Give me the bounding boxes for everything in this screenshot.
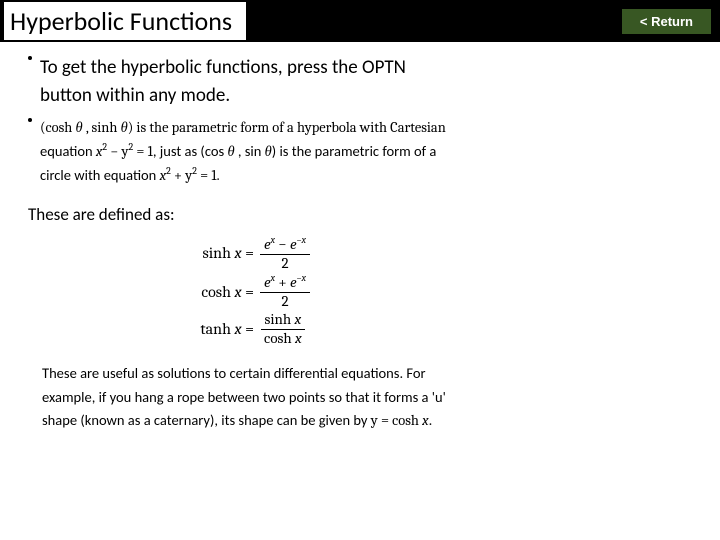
x: x xyxy=(295,310,302,328)
theta: θ xyxy=(121,119,128,136)
txt: , just as (cos xyxy=(153,142,228,160)
theta: θ xyxy=(227,143,234,160)
return-button[interactable]: < Return xyxy=(621,8,712,35)
txt: circle with equation xyxy=(40,166,160,184)
lbl: cosh xyxy=(264,329,295,347)
lbl: sinh xyxy=(202,244,234,262)
parametric-line2: equation x2 − y2 = 1, just as (cos θ , s… xyxy=(40,141,692,161)
lbl: tanh xyxy=(200,320,234,338)
defined-heading: These are defined as: xyxy=(28,204,692,225)
theta: θ xyxy=(265,143,272,160)
supnx: −x xyxy=(296,272,305,284)
txt: (cosh xyxy=(40,119,76,136)
theta: θ xyxy=(76,119,83,136)
plus: + xyxy=(275,273,290,291)
closing-line2: example, if you hang a rope between two … xyxy=(42,388,692,408)
x: x xyxy=(234,320,241,338)
content-area: To get the hyperbolic functions, press t… xyxy=(0,42,720,431)
formula-block: sinh x = ex − e−x 2 cosh x = ex + e−x 2 … xyxy=(188,235,692,347)
formula-cosh: cosh x = ex + e−x 2 xyxy=(188,273,692,310)
parametric-bullet: (cosh θ , sinh θ) is the parametric form… xyxy=(28,118,692,190)
txt: ) is the parametric form of a hyperbola … xyxy=(128,119,446,136)
header-bar: Hyperbolic Functions < Return xyxy=(0,0,720,42)
txt: , sinh xyxy=(83,119,121,136)
lbl: cosh xyxy=(201,283,234,301)
txt: equation xyxy=(40,142,96,160)
title-container: Hyperbolic Functions xyxy=(4,2,246,40)
two: 2 xyxy=(277,293,292,310)
bullet-icon xyxy=(28,118,32,122)
page-title: Hyperbolic Functions xyxy=(10,5,232,37)
formula-sinh: sinh x = ex − e−x 2 xyxy=(188,235,692,272)
eq: = xyxy=(242,283,254,301)
parametric-line3: circle with equation x2 + y2 = 1. xyxy=(40,165,692,185)
supnx: −x xyxy=(296,234,305,246)
x: x xyxy=(295,329,302,347)
eq: = xyxy=(242,244,254,262)
lbl: sinh xyxy=(265,310,295,328)
txt: = 1. xyxy=(197,167,220,184)
formula-tanh: tanh x = sinh x cosh x xyxy=(188,312,692,347)
intro-line2: button within any mode. xyxy=(40,84,692,108)
closing-line3: shape (known as a caternary), its shape … xyxy=(42,411,692,431)
intro-bullet: To get the hyperbolic functions, press t… xyxy=(28,56,692,112)
closing-line1: These are useful as solutions to certain… xyxy=(42,364,692,384)
txt: , sin xyxy=(235,142,265,160)
x: x xyxy=(234,283,241,301)
txt: = 1 xyxy=(133,143,153,160)
x: x xyxy=(234,244,241,262)
txt: ) is the parametric form of a xyxy=(272,142,437,160)
txt: + y xyxy=(171,167,192,184)
txt: − y xyxy=(107,143,128,160)
intro-line1: To get the hyperbolic functions, press t… xyxy=(40,56,692,80)
eq: y = cosh xyxy=(371,412,422,429)
parametric-line1: (cosh θ , sinh θ) is the parametric form… xyxy=(40,118,692,138)
bullet-icon xyxy=(28,56,32,60)
minus: − xyxy=(275,235,290,253)
txt: shape (known as a caternary), its shape … xyxy=(42,411,371,429)
two: 2 xyxy=(277,255,292,272)
dot: . xyxy=(429,411,433,429)
eq: = xyxy=(242,320,254,338)
